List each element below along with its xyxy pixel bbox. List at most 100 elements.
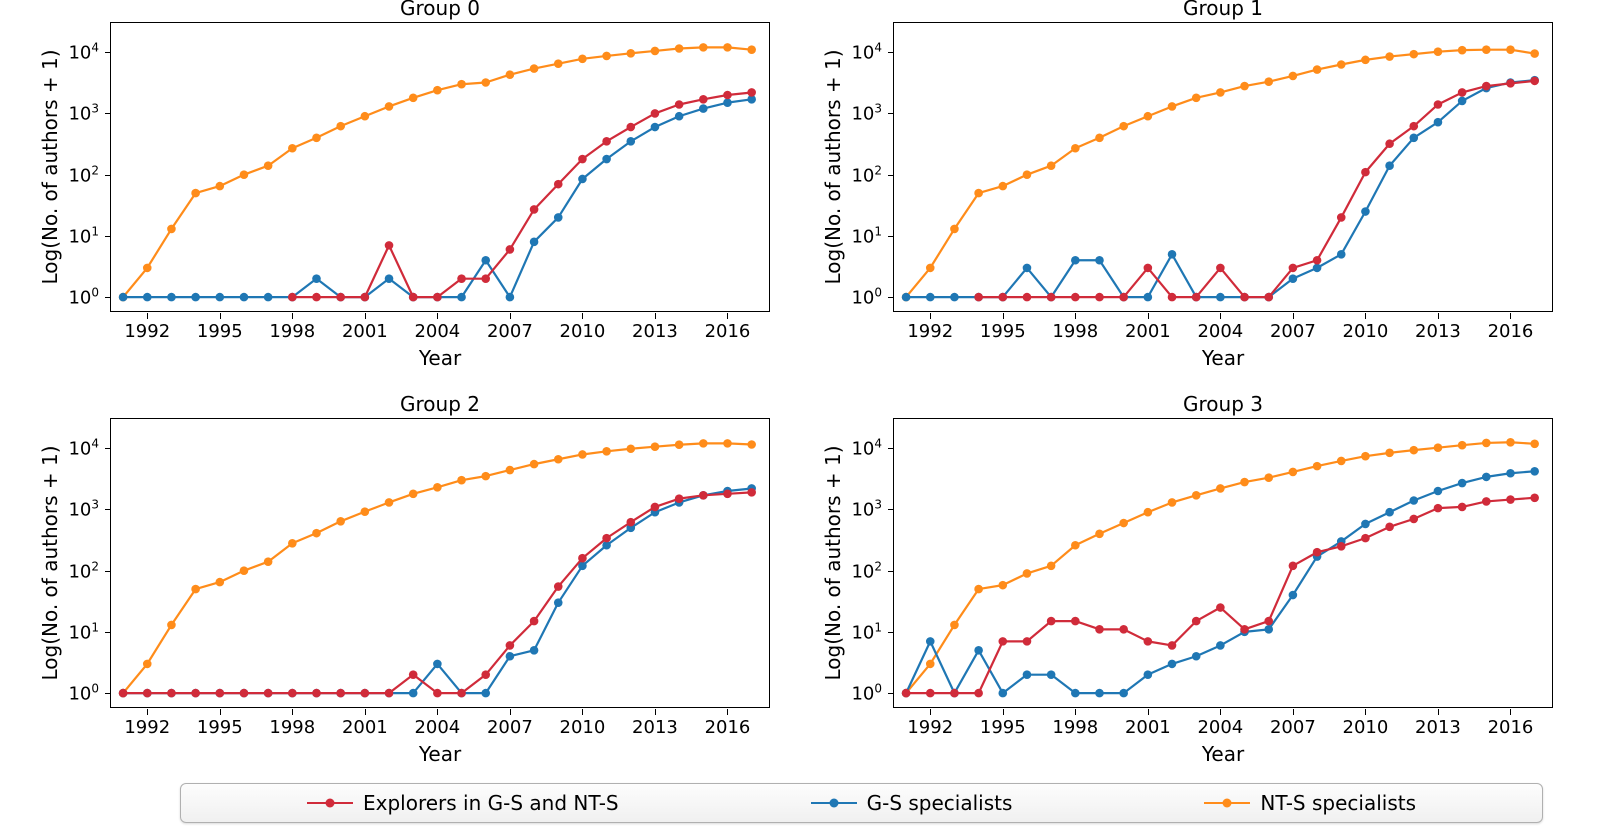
x-tick-label: 2010 bbox=[560, 717, 606, 738]
series-marker-nts bbox=[1361, 452, 1370, 461]
x-tick-mark bbox=[727, 709, 728, 715]
x-axis-label: Year bbox=[893, 346, 1553, 370]
series-marker-explorers bbox=[1506, 495, 1515, 504]
x-tick-mark bbox=[1510, 709, 1511, 715]
series-marker-explorers bbox=[288, 293, 297, 302]
series-marker-explorers bbox=[699, 491, 708, 500]
series-marker-gs bbox=[385, 274, 394, 283]
series-marker-gs bbox=[1289, 274, 1298, 283]
series-marker-explorers bbox=[1409, 122, 1418, 131]
series-marker-gs bbox=[506, 652, 515, 661]
plot-area: 1992199519982001200420072010201320161001… bbox=[110, 418, 770, 708]
series-marker-gs bbox=[926, 293, 935, 302]
series-line-explorers bbox=[292, 92, 751, 297]
series-marker-explorers bbox=[167, 689, 176, 698]
series-marker-nts bbox=[1192, 491, 1201, 500]
series-marker-nts bbox=[312, 529, 321, 538]
series-marker-nts bbox=[723, 439, 732, 448]
series-marker-explorers bbox=[119, 689, 128, 698]
series-marker-nts bbox=[481, 78, 490, 87]
series-marker-gs bbox=[312, 274, 321, 283]
x-tick-label: 2004 bbox=[414, 321, 460, 342]
series-marker-nts bbox=[409, 490, 418, 499]
series-marker-explorers bbox=[312, 293, 321, 302]
legend-item-explorers: Explorers in G-S and NT-S bbox=[307, 791, 619, 815]
series-marker-explorers bbox=[312, 689, 321, 698]
series-marker-nts bbox=[974, 585, 983, 594]
series-marker-gs bbox=[926, 637, 935, 646]
series-marker-gs bbox=[651, 123, 660, 132]
series-marker-explorers bbox=[215, 689, 224, 698]
series-marker-explorers bbox=[974, 293, 983, 302]
series-marker-nts bbox=[1216, 88, 1225, 97]
series-marker-nts bbox=[926, 660, 935, 669]
series-marker-explorers bbox=[747, 88, 756, 97]
series-marker-nts bbox=[191, 189, 200, 198]
series-marker-nts bbox=[457, 476, 466, 485]
x-tick-label: 2001 bbox=[342, 717, 388, 738]
x-tick-mark bbox=[655, 313, 656, 319]
series-marker-nts bbox=[578, 55, 587, 64]
series-marker-explorers bbox=[1385, 139, 1394, 148]
x-tick-label: 1995 bbox=[197, 321, 243, 342]
series-marker-nts bbox=[1240, 478, 1249, 487]
series-marker-explorers bbox=[675, 494, 684, 503]
series-marker-gs bbox=[1216, 641, 1225, 650]
series-marker-gs bbox=[240, 293, 249, 302]
series-marker-nts bbox=[1095, 133, 1104, 142]
legend: Explorers in G-S and NT-S G-S specialist… bbox=[180, 783, 1543, 823]
x-tick-mark bbox=[582, 313, 583, 319]
series-marker-explorers bbox=[1192, 617, 1201, 626]
series-marker-gs bbox=[143, 293, 152, 302]
legend-item-gs: G-S specialists bbox=[811, 791, 1013, 815]
series-marker-nts bbox=[926, 264, 935, 273]
series-marker-nts bbox=[1289, 72, 1298, 81]
series-marker-explorers bbox=[1409, 515, 1418, 524]
x-tick-label: 1998 bbox=[1052, 717, 1098, 738]
x-tick-mark bbox=[437, 313, 438, 319]
y-axis-label: Log(No. of authors + 1) bbox=[38, 22, 62, 312]
x-tick-mark bbox=[292, 313, 293, 319]
series-marker-explorers bbox=[143, 689, 152, 698]
series-marker-explorers bbox=[1458, 88, 1467, 97]
series-marker-explorers bbox=[747, 488, 756, 497]
series-marker-gs bbox=[554, 598, 563, 607]
x-tick-label: 1992 bbox=[124, 717, 170, 738]
series-marker-explorers bbox=[506, 245, 515, 254]
x-tick-mark bbox=[1003, 313, 1004, 319]
series-marker-nts bbox=[288, 539, 297, 548]
series-marker-explorers bbox=[1216, 603, 1225, 612]
series-marker-nts bbox=[1458, 46, 1467, 55]
x-tick-mark bbox=[930, 709, 931, 715]
series-marker-explorers bbox=[457, 274, 466, 283]
x-tick-mark bbox=[930, 313, 931, 319]
series-marker-gs bbox=[974, 646, 983, 655]
series-marker-gs bbox=[506, 293, 515, 302]
series-marker-nts bbox=[1071, 541, 1080, 550]
x-tick-mark bbox=[1365, 709, 1366, 715]
series-marker-gs bbox=[1192, 652, 1201, 661]
series-marker-gs bbox=[1144, 670, 1153, 679]
series-marker-explorers bbox=[385, 241, 394, 250]
series-marker-explorers bbox=[626, 123, 635, 132]
series-marker-nts bbox=[433, 483, 442, 492]
x-tick-label: 2004 bbox=[414, 717, 460, 738]
x-tick-label: 2016 bbox=[1488, 321, 1534, 342]
x-tick-mark bbox=[582, 709, 583, 715]
series-marker-explorers bbox=[1095, 293, 1104, 302]
series-marker-gs bbox=[530, 646, 539, 655]
series-marker-nts bbox=[361, 507, 370, 516]
series-marker-explorers bbox=[723, 490, 732, 499]
series-marker-nts bbox=[167, 225, 176, 234]
series-marker-nts bbox=[675, 440, 684, 449]
series-marker-explorers bbox=[1023, 293, 1032, 302]
series-marker-gs bbox=[1071, 256, 1080, 265]
x-tick-label: 2004 bbox=[1197, 717, 1243, 738]
series-marker-gs bbox=[1409, 133, 1418, 142]
x-tick-mark bbox=[1293, 313, 1294, 319]
series-marker-nts bbox=[191, 585, 200, 594]
series-marker-nts bbox=[626, 49, 635, 58]
series-marker-explorers bbox=[506, 641, 515, 650]
series-marker-explorers bbox=[409, 670, 418, 679]
x-tick-mark bbox=[1438, 313, 1439, 319]
